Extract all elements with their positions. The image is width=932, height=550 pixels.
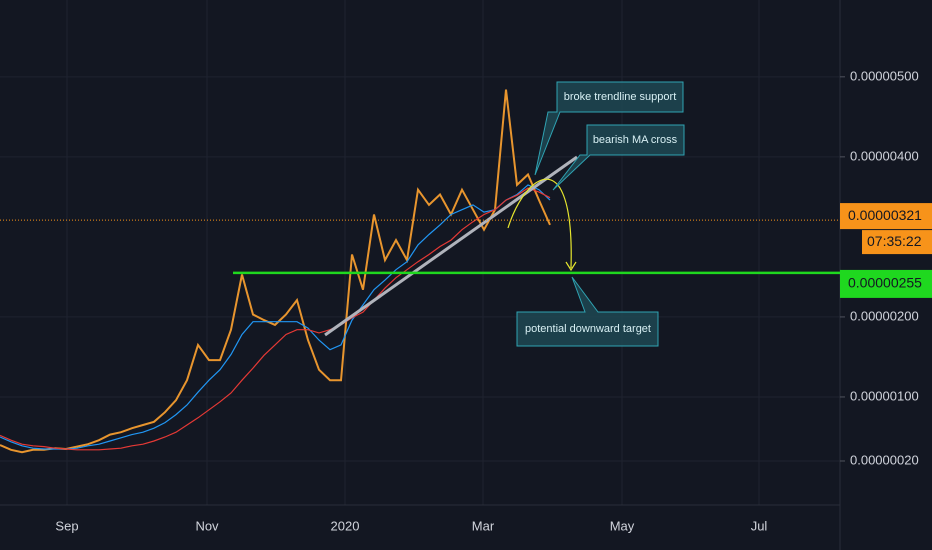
- plot: [0, 89, 551, 454]
- annotation: broke trendline support: [564, 91, 677, 103]
- price-label-box: [840, 203, 932, 230]
- x-tick-label: Mar: [472, 518, 495, 533]
- callout: [552, 124, 685, 191]
- countdown: 07:35:22: [867, 233, 922, 249]
- grid: [0, 0, 840, 505]
- x-tick-label: Jul: [751, 518, 768, 533]
- annotation: bearish MA cross: [593, 134, 678, 146]
- price-label: 0.00000321: [848, 207, 922, 223]
- x-tick-label: Nov: [195, 518, 219, 533]
- annotation: potential downward target: [525, 323, 651, 335]
- y-tick-label: 0.00000020: [850, 452, 919, 467]
- target-label: 0.00000255: [848, 275, 922, 291]
- series-line: [0, 187, 551, 451]
- y-tick-label: 0.00000400: [850, 148, 919, 163]
- y-tick-label: 0.00000500: [850, 68, 919, 83]
- trendline: [324, 155, 578, 337]
- projection-arrow: [507, 178, 572, 269]
- callout: [534, 81, 684, 176]
- target-label-box: [840, 269, 932, 298]
- y-tick-label: 0.00000200: [850, 308, 919, 323]
- x-tick-label: Sep: [55, 518, 78, 533]
- arrow-head: [565, 261, 577, 272]
- x-tick-label: 2020: [331, 518, 360, 533]
- series-line: [0, 184, 551, 450]
- series-line: [0, 89, 551, 454]
- countdown-box: [862, 230, 932, 255]
- callout: [516, 276, 659, 347]
- y-tick-label: 0.00000100: [850, 388, 919, 403]
- x-tick-label: May: [610, 518, 635, 533]
